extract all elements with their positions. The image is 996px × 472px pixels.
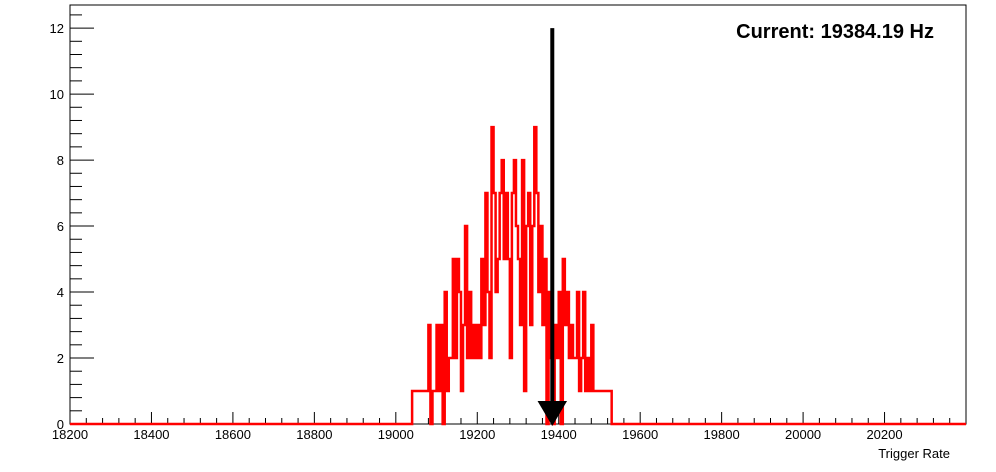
plot-frame bbox=[69, 4, 967, 425]
x-tick-label: 19400 bbox=[541, 427, 577, 442]
current-rate-label: Current: 19384.19 Hz bbox=[736, 21, 934, 43]
x-tick-label: 19200 bbox=[459, 427, 495, 442]
x-tick-label: 18600 bbox=[215, 427, 251, 442]
marker-arrow-head bbox=[537, 401, 568, 426]
x-tick-label: 18200 bbox=[52, 427, 88, 442]
x-tick-label: 19600 bbox=[622, 427, 658, 442]
y-tick-label: 0 bbox=[57, 417, 64, 432]
current-rate-marker bbox=[537, 28, 568, 426]
x-tick-label: 18400 bbox=[133, 427, 169, 442]
y-tick-label: 10 bbox=[50, 87, 64, 102]
x-axis-title: Trigger Rate bbox=[878, 446, 950, 461]
y-tick-label: 12 bbox=[50, 21, 64, 36]
x-tick-label: 18800 bbox=[296, 427, 332, 442]
y-tick-label: 4 bbox=[57, 285, 64, 300]
y-tick-label: 8 bbox=[57, 153, 64, 168]
y-tick-label: 2 bbox=[57, 351, 64, 366]
x-tick-label: 19800 bbox=[704, 427, 740, 442]
histogram-outline bbox=[70, 125, 966, 426]
x-tick-label: 19000 bbox=[378, 427, 414, 442]
y-axis: 0 2 4 6 8 10 12 bbox=[50, 14, 94, 432]
x-tick-label: 20200 bbox=[866, 427, 902, 442]
x-tick-label: 20000 bbox=[785, 427, 821, 442]
y-tick-label: 6 bbox=[57, 219, 64, 234]
histogram-series bbox=[70, 125, 966, 426]
